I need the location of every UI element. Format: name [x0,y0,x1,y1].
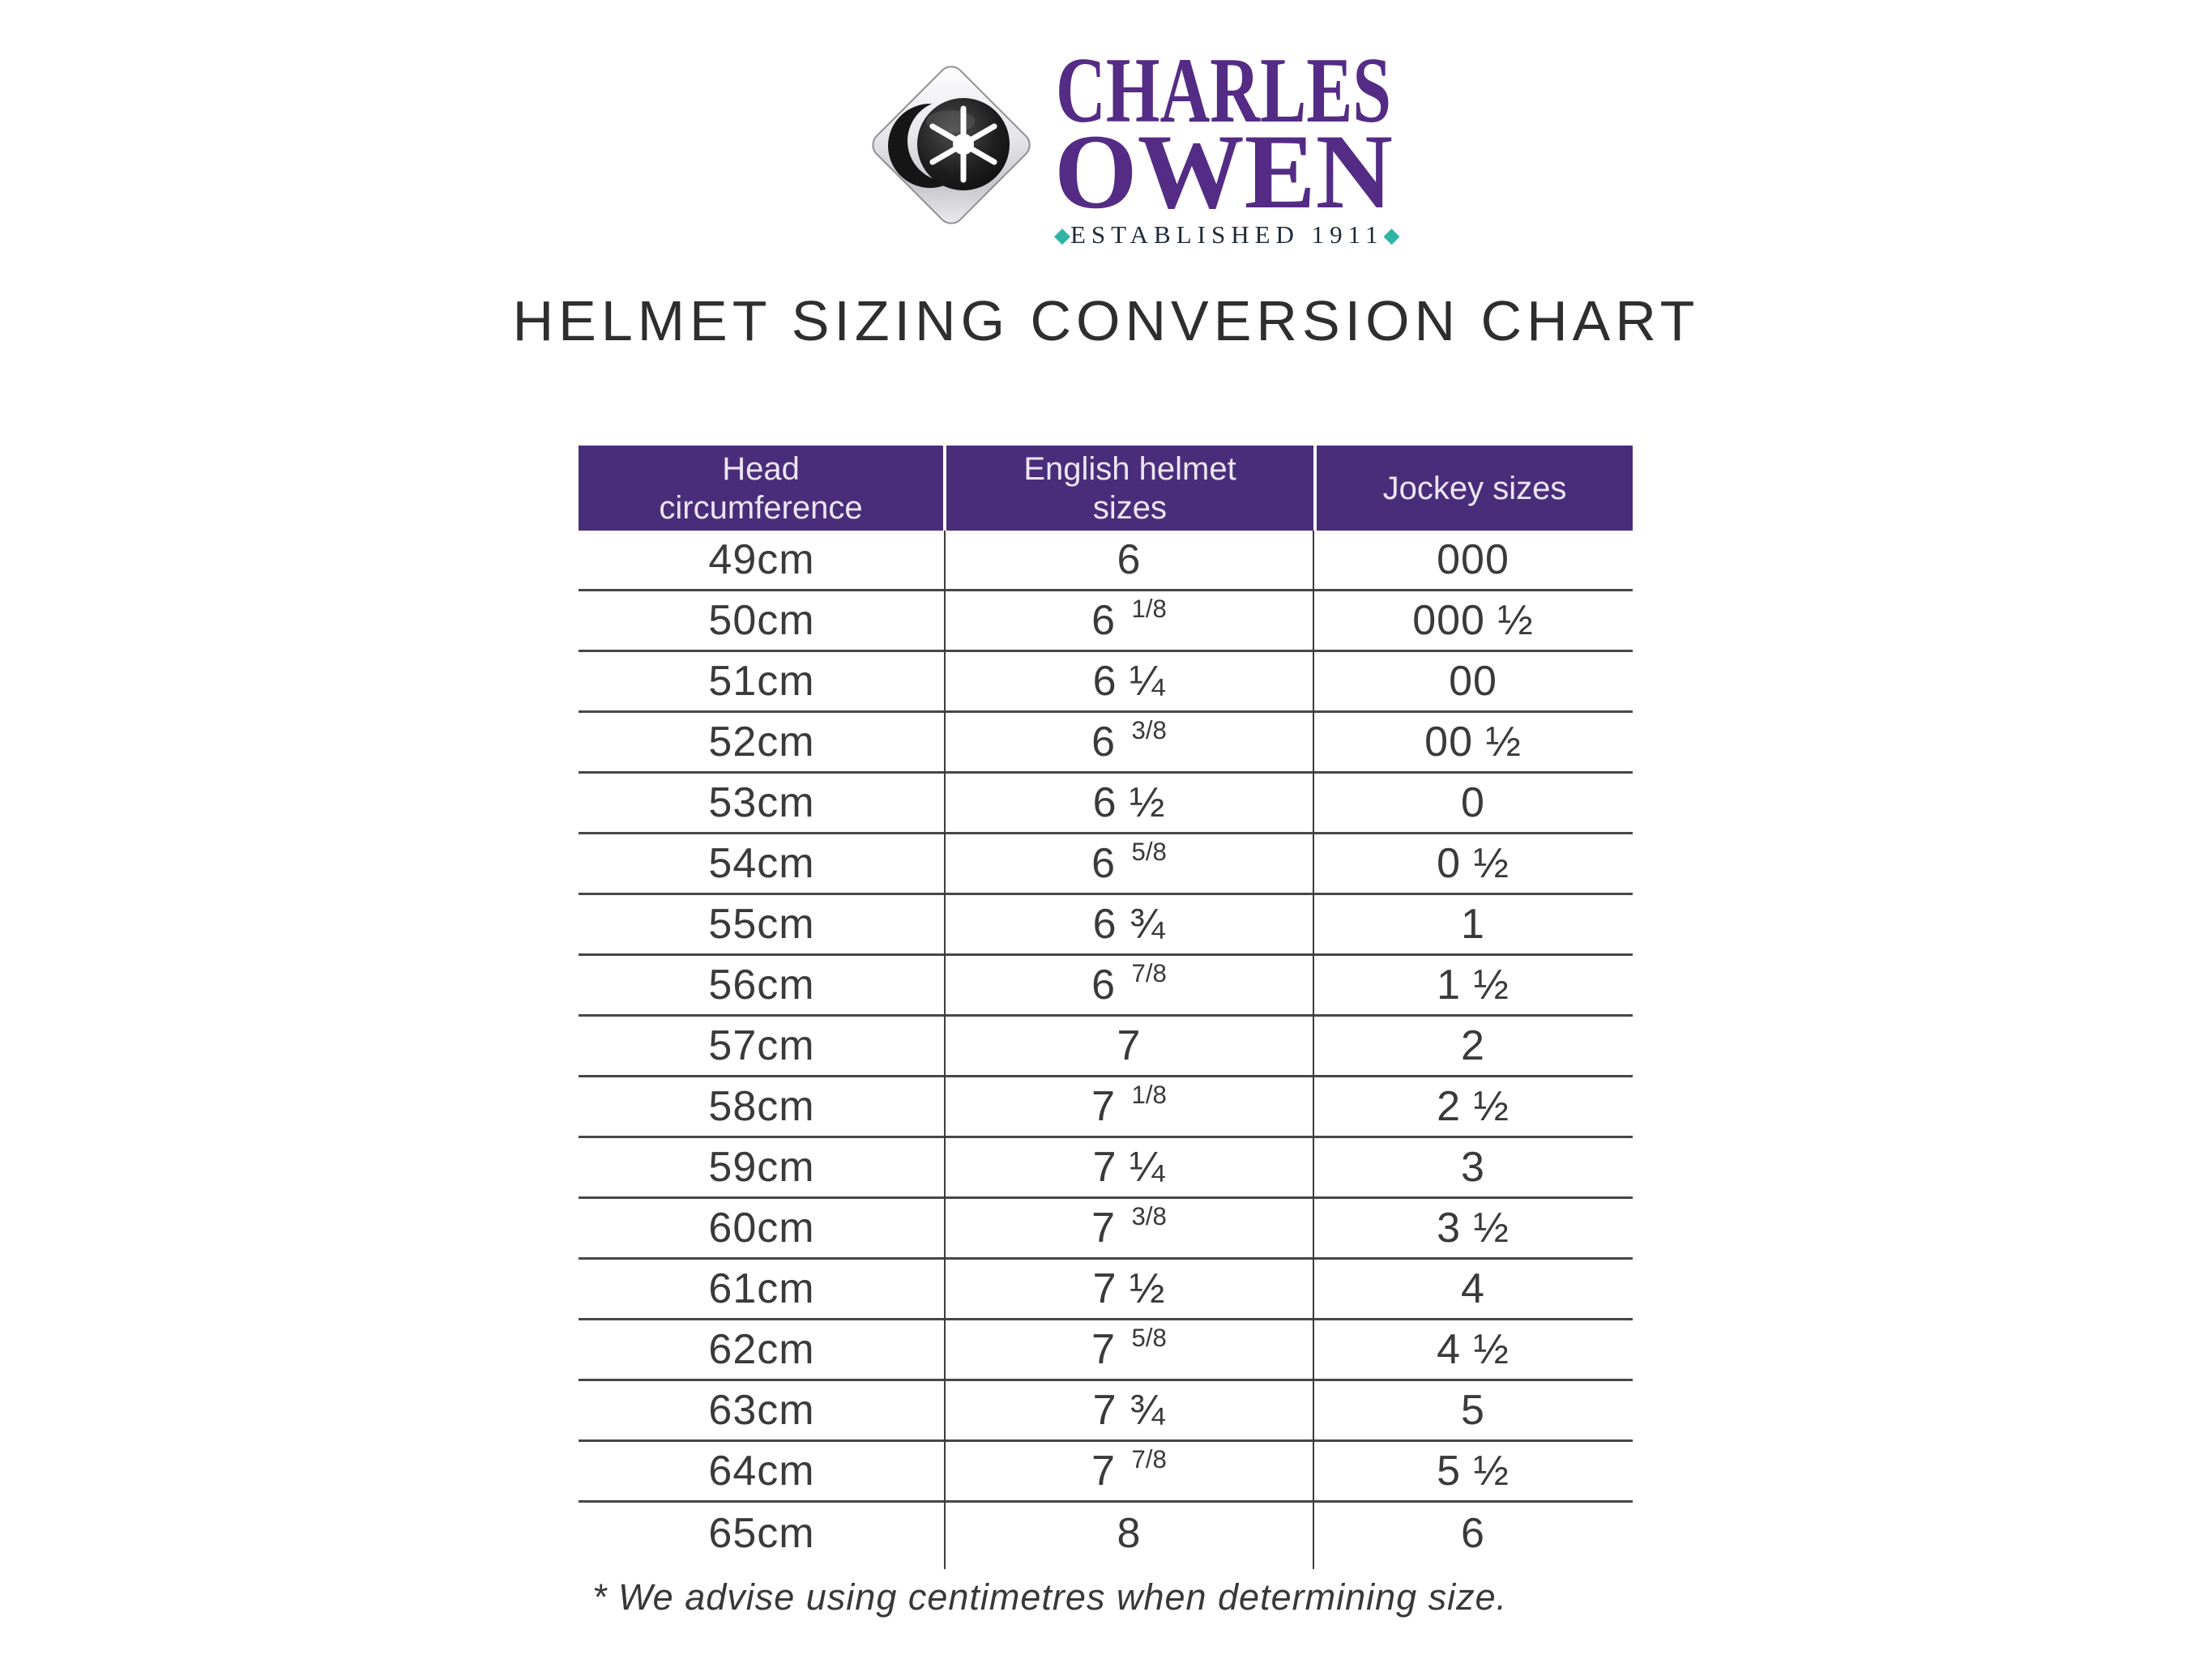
cell-jockey-size: 0 [1461,779,1485,826]
column-header-head-circumference: Head circumference [579,446,943,531]
table-row: 53cm 6 ½ 0 [579,774,1633,834]
cell-head-circumference: 56cm [708,962,815,1009]
cell-english-helmet-size: 7 7/8 [1091,1444,1167,1495]
established-line: ◆ ESTABLISHED 1911 ◆ [1054,220,1400,249]
cell-english-helmet-size: 7 ¼ [1092,1144,1166,1191]
cell-jockey-size: 3 ½ [1437,1205,1510,1252]
cell-jockey-size: 5 [1461,1387,1485,1434]
table-row: 52cm 6 3/8 00 ½ [579,713,1633,774]
table-row: 57cm 7 2 [579,1017,1633,1077]
cell-jockey-size: 3 [1461,1144,1485,1191]
cell-jockey-size: 00 [1449,658,1497,705]
cell-jockey-size: 000 [1437,536,1510,583]
cell-jockey-size: 5 ½ [1437,1448,1510,1495]
cell-head-circumference: 62cm [708,1326,815,1373]
cell-head-circumference: 59cm [708,1144,815,1191]
table-row: 51cm 6 ¼ 00 [579,652,1633,713]
logo-wordmark: CHARLES OWEN ◆ ESTABLISHED 1911 ◆ [1049,50,1400,249]
table-row: 63cm 7 ¾ 5 [579,1381,1633,1442]
cell-jockey-size: 2 [1461,1022,1485,1069]
cell-head-circumference: 55cm [708,901,815,948]
table-row: 49cm 6 000 [579,531,1633,591]
cell-jockey-size: 000 ½ [1412,597,1534,644]
cell-jockey-size: 4 [1461,1265,1485,1312]
cell-head-circumference: 53cm [708,779,815,826]
cell-english-helmet-size: 6 [1117,536,1142,583]
cell-jockey-size: 6 [1461,1509,1485,1557]
cell-head-circumference: 50cm [708,597,815,644]
helmet-sizing-table: Head circumference English helmet sizes … [579,446,1633,1569]
column-divider [944,531,946,1569]
cell-head-circumference: 54cm [708,840,815,887]
cell-english-helmet-size: 6 1/8 [1091,594,1167,644]
cell-head-circumference: 60cm [708,1205,815,1252]
cell-english-helmet-size: 7 ¾ [1092,1387,1166,1434]
cell-head-circumference: 52cm [708,719,815,766]
table-row: 59cm 7 ¼ 3 [579,1138,1633,1199]
cell-jockey-size: 1 ½ [1437,962,1510,1009]
cell-jockey-size: 4 ½ [1437,1326,1510,1373]
table-body: 49cm 6 000 50cm 6 1/8 000 ½ 51cm 6 ¼ 00 52cm 6 3/8… [579,531,1633,1563]
table-row: 58cm 7 1/8 2 ½ [579,1077,1633,1138]
logo-line-charles: CHARLES [1056,50,1391,143]
cell-head-circumference: 51cm [708,658,815,705]
cell-head-circumference: 63cm [708,1387,815,1434]
established-text: ESTABLISHED 1911 [1070,220,1384,249]
table-row: 62cm 7 5/8 4 ½ [579,1320,1633,1381]
cell-english-helmet-size: 6 7/8 [1091,958,1167,1009]
table-row: 61cm 7 ½ 4 [579,1260,1633,1320]
teal-diamond-icon: ◆ [1054,223,1070,247]
page-title: HELMET SIZING CONVERSION CHART [512,289,1700,352]
table-row: 55cm 6 ¾ 1 [579,895,1633,956]
cell-jockey-size: 0 ½ [1437,840,1510,887]
cell-head-circumference: 65cm [708,1509,815,1557]
cell-head-circumference: 64cm [708,1448,815,1495]
table-row: 54cm 6 5/8 0 ½ [579,834,1633,895]
logo-line-owen: OWEN [1054,112,1393,212]
column-header-jockey-sizes: Jockey sizes [1317,446,1633,531]
cell-jockey-size: 00 ½ [1424,719,1522,766]
cell-english-helmet-size: 6 ½ [1092,779,1166,826]
brand-logo: CHARLES OWEN ◆ ESTABLISHED 1911 ◆ [861,50,1400,249]
cell-head-circumference: 57cm [708,1022,815,1069]
cell-english-helmet-size: 6 5/8 [1091,837,1167,887]
table-row: 60cm 7 3/8 3 ½ [579,1199,1633,1260]
footnote: * We advise using centimetres when deter… [592,1576,1508,1618]
logo-wordmark-text: CHARLES OWEN [1054,50,1393,212]
cell-english-helmet-size: 7 1/8 [1091,1080,1167,1130]
charles-owen-logo-mark-icon [872,66,1031,224]
cell-english-helmet-size: 7 5/8 [1091,1323,1167,1373]
cell-jockey-size: 1 [1461,901,1485,948]
column-divider [1313,531,1314,1569]
table-header-row: Head circumference English helmet sizes … [579,446,1633,531]
cell-english-helmet-size: 7 ½ [1092,1265,1166,1312]
cell-english-helmet-size: 7 [1117,1022,1142,1069]
cell-english-helmet-size: 6 ¼ [1092,658,1166,705]
cell-english-helmet-size: 6 3/8 [1091,715,1167,766]
cell-jockey-size: 2 ½ [1437,1083,1510,1130]
cell-english-helmet-size: 8 [1117,1509,1142,1557]
cell-english-helmet-size: 6 ¾ [1092,901,1166,948]
cell-head-circumference: 61cm [708,1265,815,1312]
cell-english-helmet-size: 7 3/8 [1091,1201,1167,1252]
table-row: 50cm 6 1/8 000 ½ [579,591,1633,652]
cell-head-circumference: 58cm [708,1083,815,1130]
column-header-english-helmet-sizes: English helmet sizes [946,446,1313,531]
teal-diamond-icon: ◆ [1383,223,1400,247]
cell-head-circumference: 49cm [708,536,815,583]
table-row: 64cm 7 7/8 5 ½ [579,1442,1633,1503]
table-row: 65cm 8 6 [579,1503,1633,1563]
table-row: 56cm 6 7/8 1 ½ [579,956,1633,1017]
